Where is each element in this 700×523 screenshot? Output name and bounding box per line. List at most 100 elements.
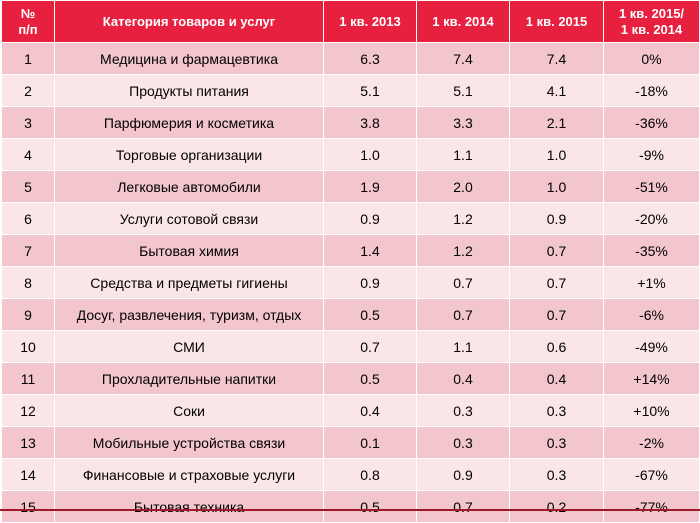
cell-q2013: 0.5	[323, 362, 417, 395]
cell-q2014: 0.3	[416, 394, 510, 427]
cell-q2013: 0.7	[323, 330, 417, 363]
cell-change: -36%	[603, 106, 700, 139]
cell-num: 4	[1, 138, 55, 171]
cell-q2014: 5.1	[416, 74, 510, 107]
cell-q2013: 0.4	[323, 394, 417, 427]
cell-q2013: 0.5	[323, 490, 417, 523]
cell-q2014: 1.1	[416, 138, 510, 171]
cell-q2015: 7.4	[509, 42, 604, 75]
cell-change: +1%	[603, 266, 700, 299]
header-change: 1 кв. 2015/ 1 кв. 2014	[603, 0, 700, 43]
cell-q2013: 1.0	[323, 138, 417, 171]
header-num: № п/п	[1, 0, 55, 43]
cell-num: 1	[1, 42, 55, 75]
cell-change: -20%	[603, 202, 700, 235]
cell-num: 8	[1, 266, 55, 299]
cell-category: Медицина и фармацевтика	[54, 42, 324, 75]
cell-q2014: 0.7	[416, 266, 510, 299]
cell-change: -77%	[603, 490, 700, 523]
cell-num: 13	[1, 426, 55, 459]
cell-q2014: 0.3	[416, 426, 510, 459]
bottom-divider	[0, 509, 700, 511]
cell-category: Бытовая химия	[54, 234, 324, 267]
cell-q2015: 0.7	[509, 266, 604, 299]
cell-category: Продукты питания	[54, 74, 324, 107]
table-row: 8 Средства и предметы гигиены 0.9 0.7 0.7 +1%	[1, 266, 700, 299]
cell-q2013: 0.5	[323, 298, 417, 331]
cell-q2013: 1.9	[323, 170, 417, 203]
table-row: 15 Бытовая техника 0.5 0.7 0.2 -77%	[1, 490, 700, 523]
table-row: 2 Продукты питания 5.1 5.1 4.1 -18%	[1, 74, 700, 107]
cell-q2015: 1.0	[509, 170, 604, 203]
cell-q2015: 0.6	[509, 330, 604, 363]
table-header-row: № п/п Категория товаров и услуг 1 кв. 20…	[1, 0, 700, 43]
cell-q2014: 2.0	[416, 170, 510, 203]
table-row: 13 Мобильные устройства связи 0.1 0.3 0.3 -2%	[1, 426, 700, 459]
header-q2014: 1 кв. 2014	[416, 0, 510, 43]
header-q2013: 1 кв. 2013	[323, 0, 417, 43]
cell-q2014: 3.3	[416, 106, 510, 139]
cell-q2014: 0.7	[416, 298, 510, 331]
cell-q2013: 0.1	[323, 426, 417, 459]
cell-num: 6	[1, 202, 55, 235]
cell-change: 0%	[603, 42, 700, 75]
cell-q2015: 0.3	[509, 458, 604, 491]
cell-q2013: 3.8	[323, 106, 417, 139]
cell-q2015: 0.7	[509, 234, 604, 267]
table-row: 1 Медицина и фармацевтика 6.3 7.4 7.4 0%	[1, 42, 700, 75]
cell-q2014: 1.2	[416, 234, 510, 267]
cell-num: 2	[1, 74, 55, 107]
cell-change: +10%	[603, 394, 700, 427]
cell-change: -49%	[603, 330, 700, 363]
cell-num: 7	[1, 234, 55, 267]
cell-q2015: 0.3	[509, 394, 604, 427]
cell-category: Торговые организации	[54, 138, 324, 171]
table-row: 12 Соки 0.4 0.3 0.3 +10%	[1, 394, 700, 427]
cell-q2014: 1.1	[416, 330, 510, 363]
cell-change: -9%	[603, 138, 700, 171]
cell-q2013: 0.9	[323, 202, 417, 235]
cell-category: Досуг, развлечения, туризм, отдых	[54, 298, 324, 331]
table-row: 4 Торговые организации 1.0 1.1 1.0 -9%	[1, 138, 700, 171]
header-category: Категория товаров и услуг	[54, 0, 324, 43]
cell-change: -51%	[603, 170, 700, 203]
cell-category: СМИ	[54, 330, 324, 363]
header-num-label: № п/п	[18, 5, 38, 37]
cell-change: -67%	[603, 458, 700, 491]
cell-q2015: 0.7	[509, 298, 604, 331]
cell-q2015: 0.3	[509, 426, 604, 459]
cell-q2015: 0.4	[509, 362, 604, 395]
header-q2015: 1 кв. 2015	[509, 0, 604, 43]
cell-category: Мобильные устройства связи	[54, 426, 324, 459]
cell-num: 5	[1, 170, 55, 203]
table-row: 9 Досуг, развлечения, туризм, отдых 0.5 0.7…	[1, 298, 700, 331]
cell-change: -35%	[603, 234, 700, 267]
cell-q2014: 7.4	[416, 42, 510, 75]
cell-q2013: 0.8	[323, 458, 417, 491]
cell-q2015: 0.9	[509, 202, 604, 235]
cell-category: Средства и предметы гигиены	[54, 266, 324, 299]
cell-q2014: 1.2	[416, 202, 510, 235]
cell-q2013: 5.1	[323, 74, 417, 107]
cell-category: Соки	[54, 394, 324, 427]
header-change-label: 1 кв. 2015/ 1 кв. 2014	[618, 5, 685, 37]
cell-num: 15	[1, 490, 55, 523]
cell-q2013: 1.4	[323, 234, 417, 267]
cell-change: -6%	[603, 298, 700, 331]
cell-q2013: 6.3	[323, 42, 417, 75]
cell-q2014: 0.9	[416, 458, 510, 491]
cell-category: Услуги сотовой связи	[54, 202, 324, 235]
cell-num: 14	[1, 458, 55, 491]
cell-q2014: 0.4	[416, 362, 510, 395]
cell-category: Легковые автомобили	[54, 170, 324, 203]
cell-num: 10	[1, 330, 55, 363]
cell-q2015: 4.1	[509, 74, 604, 107]
cell-change: -2%	[603, 426, 700, 459]
cell-category: Парфюмерия и косметика	[54, 106, 324, 139]
table-row: 7 Бытовая химия 1.4 1.2 0.7 -35%	[1, 234, 700, 267]
cell-change: +14%	[603, 362, 700, 395]
cell-q2015: 2.1	[509, 106, 604, 139]
table-row: 3 Парфюмерия и косметика 3.8 3.3 2.1 -36%	[1, 106, 700, 139]
